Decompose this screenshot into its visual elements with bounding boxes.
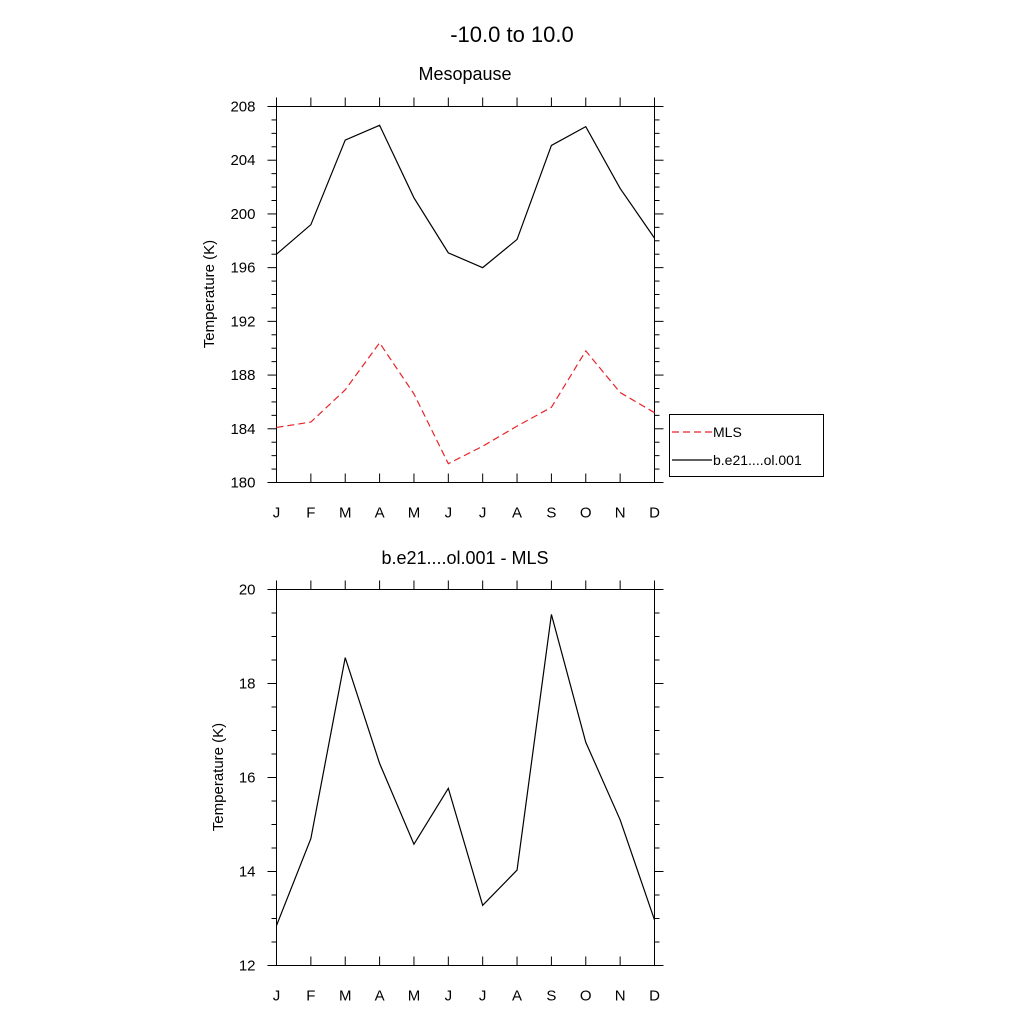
panel-1-x-tick-label: M <box>408 505 421 522</box>
panel-1-y-axis-label: Temperature (K) <box>201 240 218 348</box>
panel-1-y-tick-label: 208 <box>230 99 255 116</box>
panel-1-x-tick-label: J <box>445 505 453 522</box>
panel-1-y-tick-label: 204 <box>230 152 255 169</box>
panel-2-x-tick-label: D <box>649 988 660 1005</box>
panel-2-title: b.e21....ol.001 - MLS <box>381 548 548 568</box>
panel-1-frame <box>276 106 655 483</box>
panel-1-series-line-mls <box>276 341 655 465</box>
panel-2-x-tick-label: S <box>546 988 556 1005</box>
panel-2-x-tick-label: M <box>339 988 352 1005</box>
panel-1-y-tick-label: 180 <box>230 475 255 492</box>
panel-1-x-tick-label: M <box>339 505 352 522</box>
panel-2-y-axis-label: Temperature (K) <box>210 723 227 831</box>
panel-2-y-tick-label: 14 <box>239 864 256 881</box>
panel-2-x-tick-label: F <box>306 988 315 1005</box>
panel-difference: b.e21....ol.001 - MLS J F M A M J J A S O N D 12 14 16… <box>210 548 664 1005</box>
panel-2-tick-labels: J F M A M J J A S O N D 12 14 16 18 20 <box>239 582 660 1005</box>
main-title: -10.0 to 10.0 <box>450 22 574 47</box>
panel-2-y-tick-label: 16 <box>239 770 256 787</box>
panel-2-ticks <box>267 580 664 966</box>
legend: MLS b.e21....ol.001 <box>669 414 824 477</box>
panel-1-x-tick-label: J <box>273 505 281 522</box>
panel-1-y-tick-label: 188 <box>230 367 255 384</box>
panel-1-title: Mesopause <box>418 64 511 84</box>
panel-1-x-tick-label: N <box>615 505 626 522</box>
panel-1-x-tick-label: D <box>649 505 660 522</box>
panel-2-y-tick-label: 20 <box>239 582 256 599</box>
panel-2-x-tick-label: M <box>408 988 421 1005</box>
panel-1-x-tick-label: O <box>580 505 592 522</box>
panel-2-series <box>275 614 656 926</box>
panel-2-x-tick-label: A <box>375 988 385 1005</box>
panel-2-frame <box>276 589 655 966</box>
panel-2-x-tick-label: J <box>479 988 487 1005</box>
panel-1-x-tick-label: J <box>479 505 487 522</box>
legend-box <box>669 414 824 477</box>
panel-2-y-tick-label: 18 <box>239 676 256 693</box>
panel-mesopause: Mesopause J F M A M J J A S O N D 180 184 188 192 196 200… <box>201 64 824 522</box>
panel-2-y-tick-label: 12 <box>239 958 256 975</box>
panel-1-y-tick-label: 184 <box>230 421 255 438</box>
panel-1-x-tick-label: A <box>512 505 522 522</box>
panel-1-x-tick-label: F <box>306 505 315 522</box>
panel-1-series <box>276 124 655 465</box>
panel-1-x-tick-label: S <box>546 505 556 522</box>
panel-1-y-tick-label: 196 <box>230 260 255 277</box>
panel-2-x-tick-label: N <box>615 988 626 1005</box>
panel-2-x-tick-label: J <box>445 988 453 1005</box>
panel-2-x-tick-label: O <box>580 988 592 1005</box>
panel-1-y-tick-label: 192 <box>230 313 255 330</box>
panel-1-series-line-b-e21-ol-001 <box>276 124 655 269</box>
panel-1-x-tick-label: A <box>375 505 385 522</box>
legend-mls-label: MLS <box>713 424 742 440</box>
panel-2-x-tick-label: A <box>512 988 522 1005</box>
panel-2-series-line-0 <box>275 614 656 926</box>
panel-2-x-tick-label: J <box>273 988 281 1005</box>
legend-model-label: b.e21....ol.001 <box>713 452 802 468</box>
panel-1-tick-labels: J F M A M J J A S O N D 180 184 188 192 196 200 204 208 <box>230 99 660 522</box>
panel-1-y-tick-label: 200 <box>230 206 255 223</box>
panel-1-ticks <box>267 97 664 483</box>
